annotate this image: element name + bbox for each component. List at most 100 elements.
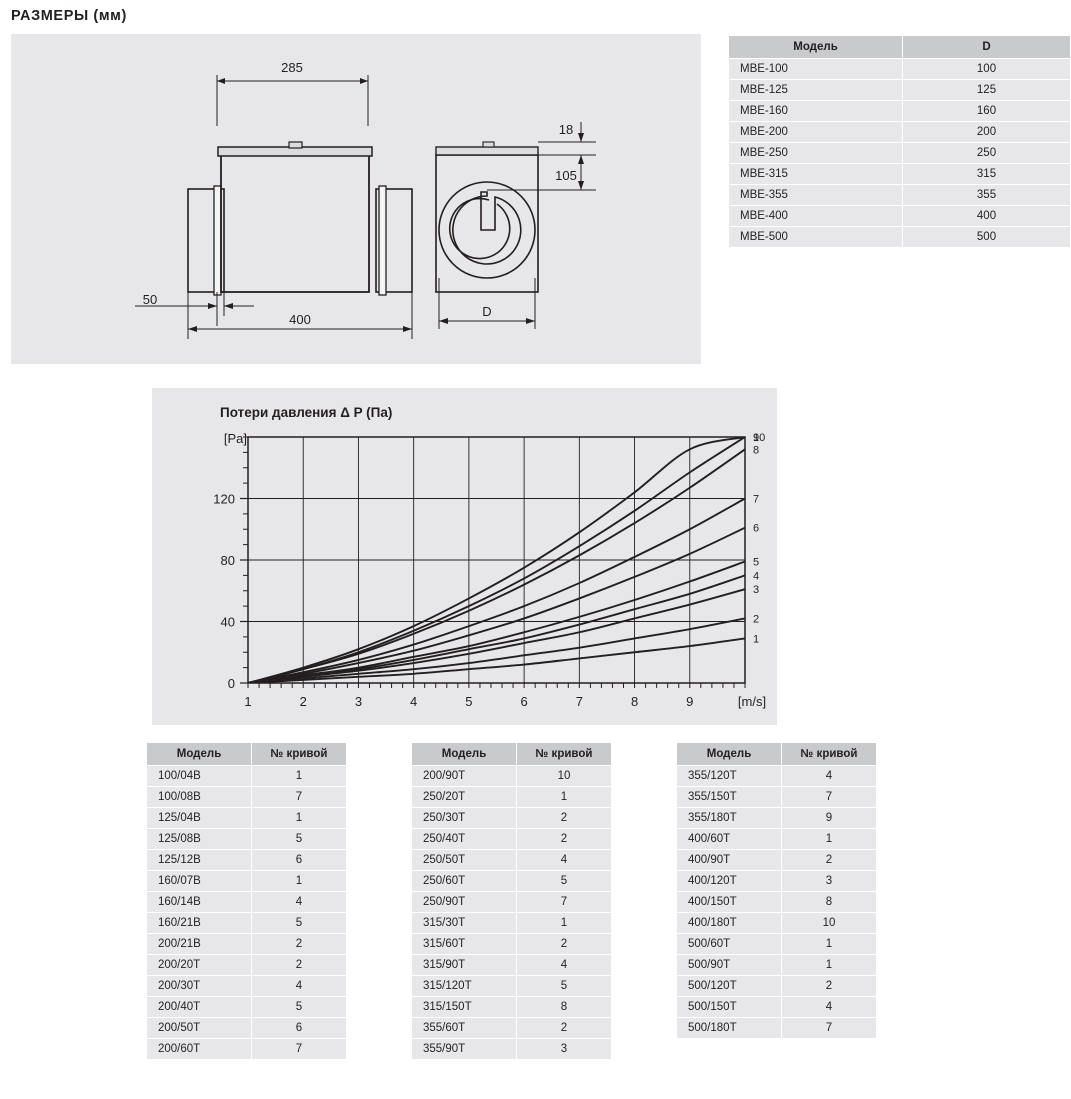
table-row: 125/08B 5	[146, 828, 347, 850]
table-row: 125/04B 1	[146, 807, 347, 829]
table-row: 315/90T 4	[411, 954, 612, 976]
cell-model: 355/60T	[411, 1017, 517, 1039]
dim-400-label: 400	[289, 312, 311, 327]
x-tick-2: 2	[300, 694, 307, 709]
table-row: MBE-315 315	[728, 163, 1071, 185]
table-row: 250/90T 7	[411, 891, 612, 913]
table-row: 200/21B 2	[146, 933, 347, 955]
table-row: 250/60T 5	[411, 870, 612, 892]
table-header-row: Модель № кривой	[676, 742, 877, 766]
cell-curve-number: 4	[516, 849, 612, 871]
cell-curve-number: 1	[516, 912, 612, 934]
table-row: 200/60T 7	[146, 1038, 347, 1060]
cell-curve-number: 2	[781, 849, 877, 871]
curve-label-3: 3	[753, 584, 759, 596]
table-row: 200/50T 6	[146, 1017, 347, 1039]
table-row: 250/50T 4	[411, 849, 612, 871]
curve-9	[248, 437, 745, 683]
table-row: MBE-355 355	[728, 184, 1071, 206]
cell-curve-number: 1	[251, 870, 347, 892]
cell-curve-number: 4	[781, 765, 877, 787]
table-row: 100/04B 1	[146, 765, 347, 787]
cell-model: 200/20T	[146, 954, 252, 976]
table-row: 355/120T 4	[676, 765, 877, 787]
cell-curve-number: 2	[516, 933, 612, 955]
chart-ticks	[240, 436, 746, 688]
x-tick-3: 3	[355, 694, 362, 709]
table-row: 160/14B 4	[146, 891, 347, 913]
cell-diameter: 125	[902, 79, 1071, 101]
lid-knob	[288, 141, 303, 149]
cell-curve-number: 5	[251, 828, 347, 850]
column-header-curve: № кривой	[781, 742, 877, 766]
cell-model: 355/120T	[676, 765, 782, 787]
cell-curve-number: 8	[516, 996, 612, 1018]
chart-title: Потери давления Δ P (Па)	[220, 405, 393, 420]
cell-model: 315/90T	[411, 954, 517, 976]
cell-model: 500/90T	[676, 954, 782, 976]
cell-model: 400/180T	[676, 912, 782, 934]
column-header-curve: № кривой	[516, 742, 612, 766]
cell-model: 200/30T	[146, 975, 252, 997]
y-tick-120: 120	[213, 492, 235, 507]
cell-curve-number: 7	[251, 786, 347, 808]
cell-model: MBE-200	[728, 121, 903, 143]
cell-model: 160/07B	[146, 870, 252, 892]
curve-label-7: 7	[753, 494, 759, 506]
main-body	[220, 153, 370, 293]
table-row: 500/150T 4	[676, 996, 877, 1018]
cell-curve-number: 8	[781, 891, 877, 913]
curve-5	[248, 560, 745, 683]
cell-curve-number: 10	[781, 912, 877, 934]
table-row: MBE-250 250	[728, 142, 1071, 164]
cell-curve-number: 4	[516, 954, 612, 976]
cell-model: 250/30T	[411, 807, 517, 829]
table-row: 400/150T 8	[676, 891, 877, 913]
cell-model: MBE-100	[728, 58, 903, 80]
side-lid	[435, 146, 539, 156]
table-row: 400/120T 3	[676, 870, 877, 892]
curve-10	[248, 437, 745, 683]
table-row: 315/30T 1	[411, 912, 612, 934]
table-row: MBE-400 400	[728, 205, 1071, 227]
column-header-model: Модель	[146, 742, 252, 766]
curve-label-9: 9	[753, 432, 759, 444]
cell-model: 315/60T	[411, 933, 517, 955]
cell-curve-number: 7	[516, 891, 612, 913]
cell-model: 500/180T	[676, 1017, 782, 1039]
cell-curve-number: 10	[516, 765, 612, 787]
table-row: MBE-200 200	[728, 121, 1071, 143]
dim-285	[216, 75, 369, 126]
cell-curve-number: 4	[251, 891, 347, 913]
cell-model: 250/60T	[411, 870, 517, 892]
cell-diameter: 500	[902, 226, 1071, 248]
curve-4	[248, 574, 745, 683]
x-tick-4: 4	[410, 694, 417, 709]
cell-model: 250/90T	[411, 891, 517, 913]
cell-curve-number: 1	[251, 765, 347, 787]
cell-model: 200/60T	[146, 1038, 252, 1060]
chart-frame	[247, 436, 746, 684]
table-row: 160/21B 5	[146, 912, 347, 934]
y-tick-0: 0	[228, 676, 235, 691]
cell-curve-number: 6	[251, 849, 347, 871]
unit-dimension-drawing: 285	[135, 60, 596, 339]
x-tick-1: 1	[244, 694, 251, 709]
cell-model: MBE-315	[728, 163, 903, 185]
cell-diameter: 315	[902, 163, 1071, 185]
table-header-row: Модель D	[728, 35, 1071, 59]
cell-curve-number: 2	[516, 1017, 612, 1039]
cell-diameter: 355	[902, 184, 1071, 206]
impeller-outer	[438, 181, 536, 279]
cell-model: 315/30T	[411, 912, 517, 934]
right-flange	[378, 185, 387, 296]
table-row: 315/150T 8	[411, 996, 612, 1018]
left-duct	[187, 188, 225, 293]
cell-curve-number: 4	[781, 996, 877, 1018]
cell-model: 400/60T	[676, 828, 782, 850]
cell-model: 250/50T	[411, 849, 517, 871]
side-view-casing	[435, 154, 539, 293]
cell-curve-number: 5	[251, 996, 347, 1018]
